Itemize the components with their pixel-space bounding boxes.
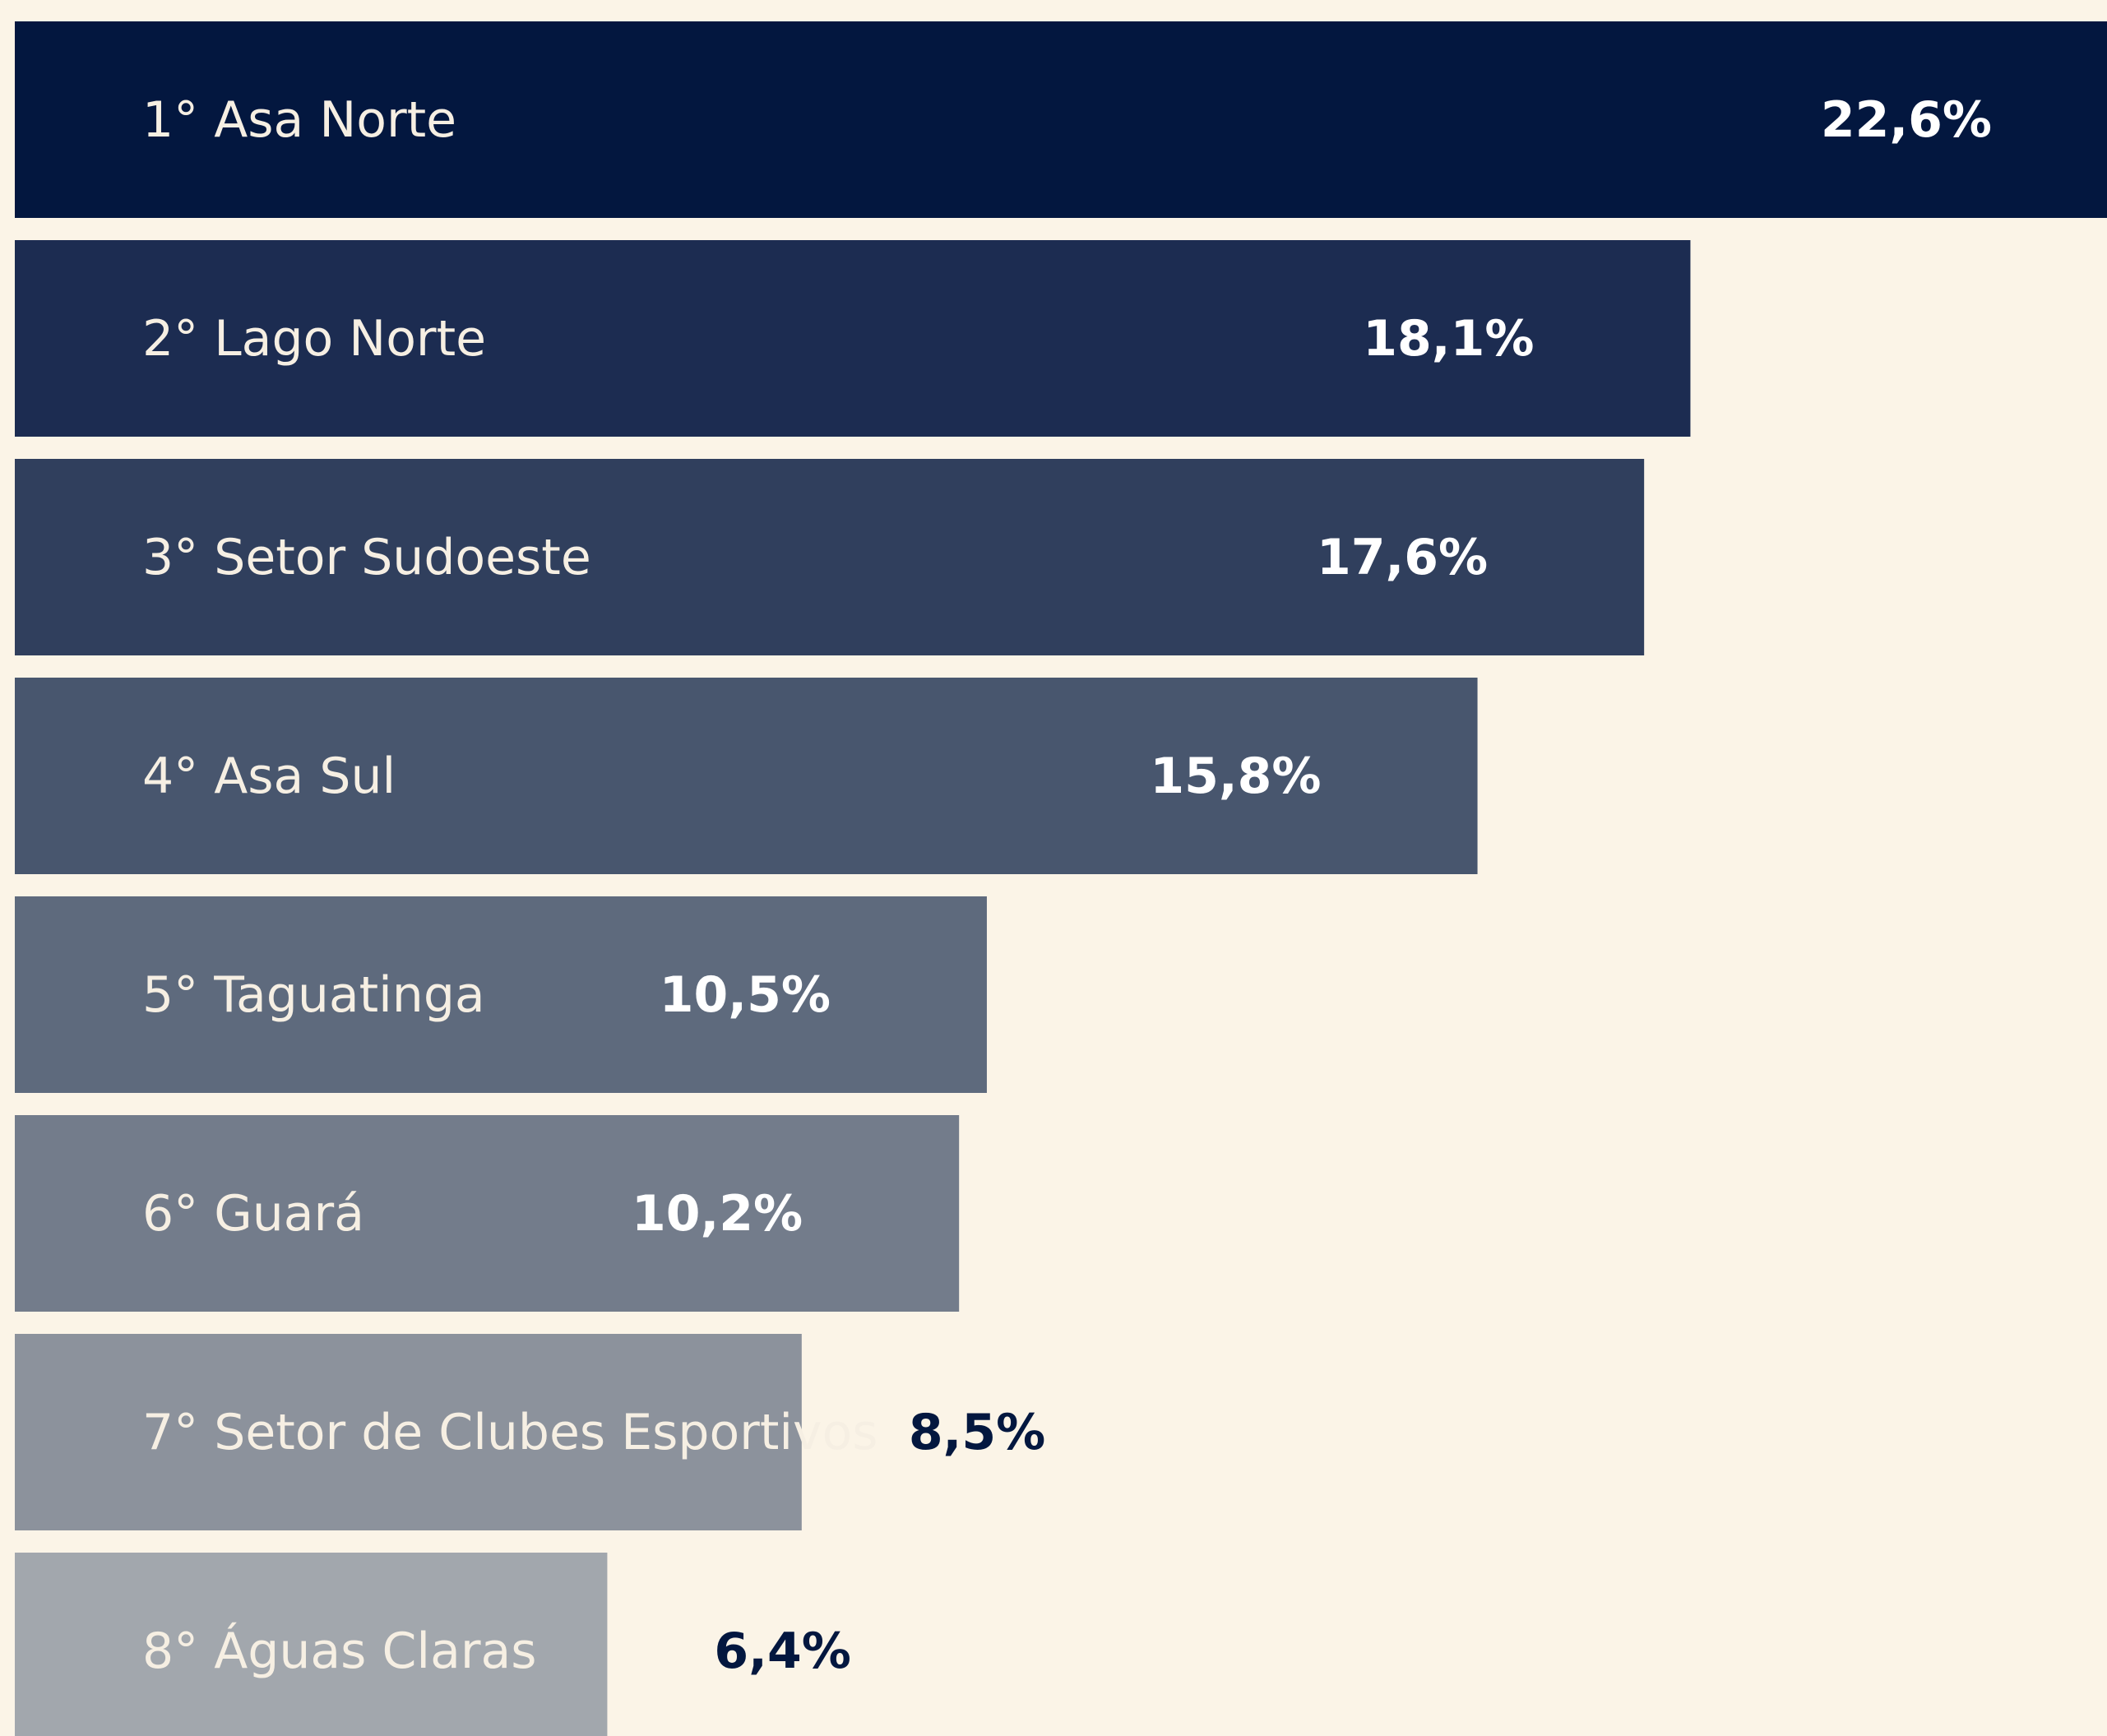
category-label: 4° Asa Sul bbox=[142, 748, 396, 805]
bar bbox=[15, 1553, 608, 1736]
value-label: 8,5% bbox=[909, 1404, 1045, 1461]
category-label: 3° Setor Sudoeste bbox=[142, 529, 591, 586]
category-label: 8° Águas Claras bbox=[142, 1622, 537, 1680]
category-label: 6° Guará bbox=[142, 1185, 364, 1243]
bar bbox=[15, 240, 1691, 437]
category-label: 2° Lago Norte bbox=[142, 310, 486, 368]
bar bbox=[15, 678, 1478, 874]
bar bbox=[15, 1115, 960, 1312]
bar bbox=[15, 21, 2107, 218]
value-label: 10,2% bbox=[632, 1185, 803, 1243]
bar bbox=[15, 896, 987, 1093]
value-label: 10,5% bbox=[660, 966, 831, 1024]
bar bbox=[15, 1334, 802, 1530]
value-label: 6,4% bbox=[714, 1623, 850, 1680]
value-label: 17,6% bbox=[1317, 529, 1488, 586]
bar bbox=[15, 459, 1645, 655]
value-label: 15,8% bbox=[1150, 748, 1321, 805]
value-label: 18,1% bbox=[1363, 310, 1534, 368]
category-label: 5° Taguatinga bbox=[142, 966, 485, 1024]
value-label: 22,6% bbox=[1821, 91, 1992, 149]
category-label: 7° Setor de Clubes Esportivos bbox=[142, 1404, 878, 1461]
category-label: 1° Asa Norte bbox=[142, 91, 456, 149]
